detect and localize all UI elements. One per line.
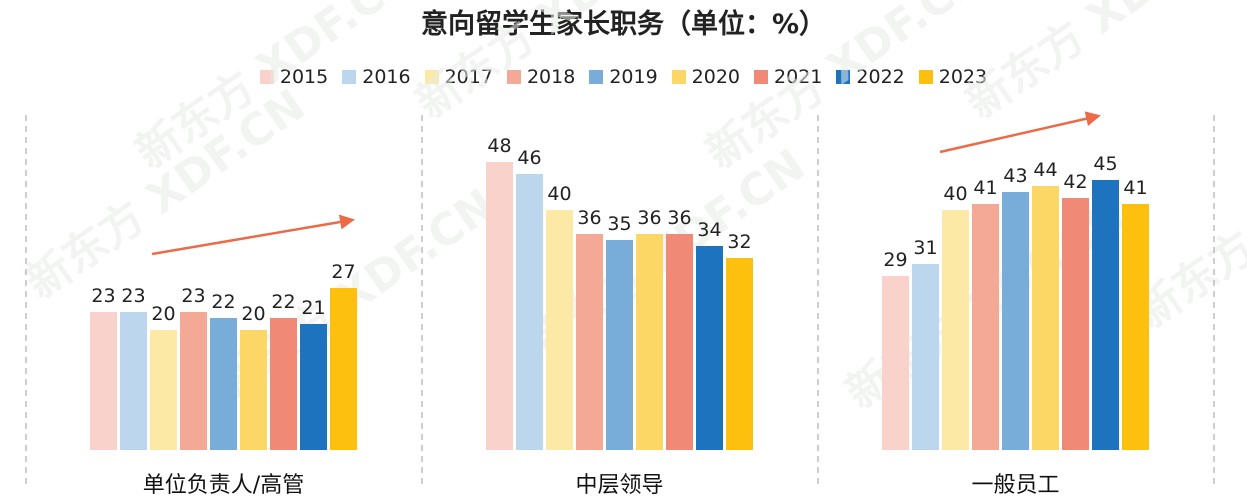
bar-2016 (120, 312, 147, 450)
data-label: 44 (1033, 159, 1057, 181)
bar-2016 (516, 174, 543, 450)
data-label: 45 (1093, 153, 1117, 175)
legend-label: 2020 (691, 66, 741, 88)
bars: 23 23 20 23 22 20 22 21 27 48 46 40 36 35 36 36 34 32 29 31… (90, 135, 1149, 450)
legend-label: 2021 (774, 66, 823, 88)
bar-2020 (240, 330, 267, 450)
bar-2019 (210, 318, 237, 450)
watermark-text: 新东方 XDF.CN (957, 0, 1247, 129)
legend-label: 2018 (526, 66, 576, 88)
bar-2023 (330, 288, 357, 450)
watermark-text: 新东方 XDF.CN (697, 0, 994, 179)
bar-2015 (882, 276, 909, 450)
category-label: 一般员工 (971, 473, 1059, 498)
bar-2023 (1122, 204, 1149, 450)
data-label: 32 (727, 231, 751, 253)
data-label: 23 (121, 285, 145, 307)
data-label: 23 (181, 285, 205, 307)
bar-2018 (972, 204, 999, 450)
legend: 2015 2016 2017 2018 2019 2020 2021 2022 2023 (0, 66, 1247, 88)
bar-2017 (546, 210, 573, 450)
data-label: 40 (547, 183, 571, 205)
data-label: 46 (517, 147, 541, 169)
data-label: 36 (637, 207, 661, 229)
bar-2019 (1002, 192, 1029, 450)
legend-label: 2022 (856, 66, 905, 88)
watermark-text: 新东方 XDF.CN (407, 0, 704, 129)
data-label: 20 (151, 303, 175, 325)
data-label: 20 (241, 303, 265, 325)
legend-item-2020: 2020 (671, 66, 741, 88)
bar-2016 (912, 264, 939, 450)
legend-item-2021: 2021 (754, 66, 822, 88)
data-label: 40 (943, 183, 967, 205)
legend-swatch (342, 70, 357, 84)
bar-2023 (726, 258, 753, 450)
legend-swatch (424, 70, 439, 84)
bar-2017 (942, 210, 969, 450)
legend-item-2017: 2017 (424, 66, 493, 88)
data-label: 48 (487, 135, 511, 157)
legend-item-2022: 2022 (836, 66, 905, 88)
data-label: 43 (1003, 165, 1027, 187)
chart-title: 意向留学生家长职务（单位：%） (420, 9, 827, 40)
legend-label: 2015 (279, 66, 329, 88)
legend-swatch (836, 70, 851, 84)
bar-2021 (666, 234, 693, 450)
data-label: 23 (91, 285, 115, 307)
data-label: 22 (211, 291, 235, 313)
legend-item-2023: 2023 (918, 66, 988, 88)
legend-label: 2016 (362, 66, 411, 88)
data-label: 34 (697, 219, 721, 241)
bar-2017 (150, 330, 177, 450)
bar-2020 (636, 234, 663, 450)
legend-item-2019: 2019 (589, 66, 658, 88)
data-label: 36 (577, 207, 601, 229)
bar-2015 (486, 162, 513, 450)
bar-2020 (1032, 186, 1059, 450)
bar-2018 (180, 312, 207, 450)
data-label: 31 (913, 237, 937, 259)
trend-arrow (151, 214, 355, 256)
data-label: 21 (301, 297, 325, 319)
data-label: 22 (271, 291, 295, 313)
bar-2022 (1092, 180, 1119, 450)
legend-label: 2017 (444, 66, 493, 88)
trend-arrow (939, 111, 1101, 154)
category-label: 单位负责人/高管 (143, 473, 304, 498)
legend-item-2015: 2015 (259, 66, 329, 88)
category-label: 中层领导 (575, 473, 663, 498)
legend-swatch (918, 70, 933, 84)
bar-2022 (696, 246, 723, 450)
legend-swatch (671, 70, 686, 84)
bar-2021 (270, 318, 297, 450)
legend-label: 2019 (609, 66, 658, 88)
data-label: 29 (883, 249, 907, 271)
bar-2018 (576, 234, 603, 450)
data-label: 41 (1123, 177, 1147, 199)
legend-swatch (589, 70, 604, 84)
data-label: 36 (667, 207, 691, 229)
legend-swatch (259, 70, 274, 84)
legend-swatch (754, 70, 769, 84)
bar-2019 (606, 240, 633, 450)
legend-swatch (506, 70, 521, 84)
legend-item-2016: 2016 (342, 66, 411, 88)
data-label: 35 (607, 213, 631, 235)
data-label: 41 (973, 177, 997, 199)
bar-2021 (1062, 198, 1089, 450)
bar-2022 (300, 324, 327, 450)
data-label: 42 (1063, 171, 1087, 193)
bar-2015 (90, 312, 117, 450)
data-label: 27 (331, 261, 355, 283)
legend-item-2018: 2018 (506, 66, 576, 88)
legend-label: 2023 (938, 66, 988, 88)
